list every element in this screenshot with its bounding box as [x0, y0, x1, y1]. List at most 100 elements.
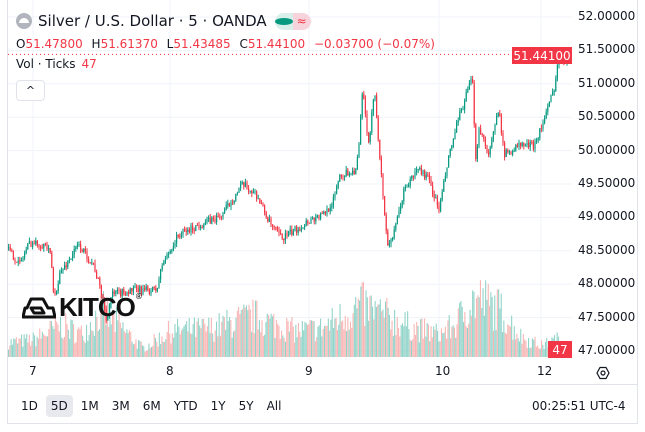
volume-bar	[513, 326, 515, 357]
candle-body	[17, 260, 19, 263]
range-button-ytd[interactable]: YTD	[173, 399, 198, 413]
status-pill[interactable]: ≈	[274, 12, 311, 30]
volume-bar	[299, 331, 301, 357]
volume-bar	[192, 324, 194, 357]
volume-bar	[430, 326, 432, 357]
candle-body	[99, 278, 101, 285]
price-axis-label: 47.50000	[578, 309, 636, 324]
volume-bar	[482, 288, 484, 357]
gold-bar-logo-icon	[22, 297, 56, 318]
range-button-6m[interactable]: 6M	[142, 399, 161, 413]
candle-body	[340, 174, 342, 177]
candle-body	[387, 231, 389, 246]
volume-bar	[290, 321, 292, 357]
candle-body	[176, 235, 178, 244]
range-button-all[interactable]: All	[266, 399, 282, 413]
volume-bar	[466, 327, 468, 357]
volume-bar	[196, 321, 198, 357]
candle-body	[510, 151, 512, 155]
candle-body	[20, 259, 22, 262]
volume-bar	[294, 342, 296, 357]
candle-body	[211, 217, 213, 224]
candle-body	[534, 141, 536, 150]
volume-bar	[239, 314, 241, 357]
candle-body	[185, 230, 187, 232]
candle-body	[540, 128, 542, 130]
candle-body	[105, 309, 107, 321]
candle-body	[427, 174, 429, 176]
candle-body	[476, 146, 478, 159]
candle-body	[504, 143, 506, 158]
candle-body	[531, 141, 533, 143]
candle-body	[248, 188, 250, 192]
volume-bar	[193, 317, 195, 357]
range-button-1m[interactable]: 1M	[80, 399, 99, 413]
range-button-1d[interactable]: 1D	[21, 399, 38, 413]
candle-body	[350, 173, 352, 175]
volume-bar	[353, 304, 355, 357]
candle-body	[86, 250, 88, 260]
volume-bar	[266, 313, 268, 357]
candle-body	[62, 269, 64, 271]
price-axis-label: 48.00000	[578, 276, 636, 291]
range-button-1y[interactable]: 1Y	[210, 399, 226, 413]
volume-bar	[325, 325, 327, 357]
volume-bar	[381, 311, 383, 357]
candle-body	[441, 191, 443, 200]
candle-body	[398, 210, 400, 217]
volume-bar	[385, 301, 387, 357]
volume-bar	[520, 328, 522, 357]
candle-body	[424, 170, 426, 179]
collapse-legend-button[interactable]: ^	[16, 80, 45, 101]
volume-bar	[468, 323, 470, 357]
volume-bar	[136, 348, 138, 357]
range-button-3m[interactable]: 3M	[111, 399, 130, 413]
widget-frame	[7, 0, 638, 424]
volume-bar	[238, 307, 240, 357]
candle-body	[46, 243, 48, 250]
candle-body	[59, 272, 61, 285]
volume-bar	[386, 297, 388, 357]
volume-bar	[79, 329, 81, 357]
candle-body	[72, 254, 74, 259]
candle-body	[302, 227, 304, 229]
candle-body	[8, 247, 10, 249]
volume-bar	[444, 326, 446, 357]
volume-bar	[256, 300, 258, 357]
candle-body	[195, 225, 197, 231]
candle-body	[97, 277, 99, 279]
volume-bar	[28, 334, 30, 357]
volume-bar	[438, 341, 440, 357]
candle-body	[353, 170, 355, 175]
volume-bar	[218, 313, 220, 357]
settings-gear-icon[interactable]	[596, 366, 610, 380]
candle-body	[377, 117, 379, 140]
chart-title[interactable]: Silver / U.S. Dollar · 5 · OANDA	[38, 12, 267, 30]
volume-bar	[86, 324, 88, 357]
volume-bar	[80, 325, 82, 357]
candle-body	[128, 291, 130, 294]
price-axis-label: 49.50000	[578, 176, 636, 190]
volume-bar	[451, 326, 453, 357]
volume-bar	[300, 336, 302, 357]
volume-bar	[483, 315, 485, 357]
candle-body	[513, 150, 515, 152]
volume-bar	[492, 330, 494, 357]
candle-body	[160, 269, 162, 280]
candle-body	[379, 139, 381, 159]
candle-body	[537, 138, 539, 141]
volume-bar	[465, 326, 467, 357]
candle-body	[201, 227, 203, 228]
low-value: 51.43485	[173, 37, 231, 51]
range-button-5y[interactable]: 5Y	[238, 399, 254, 413]
volume-bar	[372, 306, 374, 357]
volume-bar	[219, 335, 221, 357]
candle-body	[260, 203, 262, 205]
volume-bar	[249, 309, 251, 357]
candle-body	[417, 169, 419, 171]
candle-body	[465, 91, 467, 102]
clock[interactable]: 00:25:51 UTC-4	[532, 399, 626, 413]
range-button-5d[interactable]: 5D	[45, 395, 73, 417]
